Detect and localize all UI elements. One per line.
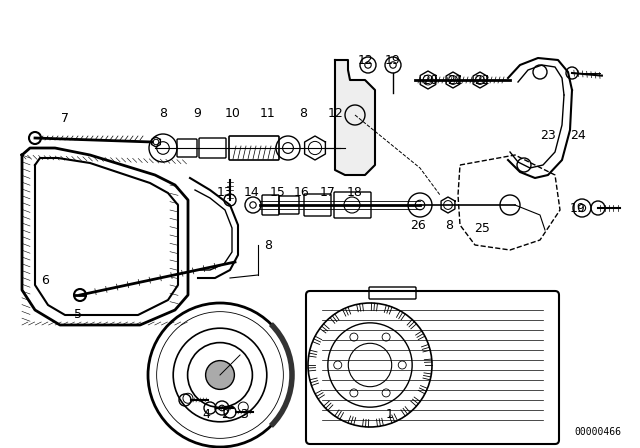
Text: 12: 12	[358, 53, 374, 66]
Circle shape	[398, 361, 406, 369]
Text: 16: 16	[294, 185, 310, 198]
Text: 8: 8	[299, 107, 307, 120]
Text: 15: 15	[270, 185, 286, 198]
Circle shape	[350, 389, 358, 397]
Text: 00000466: 00000466	[575, 427, 621, 437]
Text: 8: 8	[445, 219, 453, 232]
Text: 14: 14	[244, 185, 260, 198]
Text: 22: 22	[474, 73, 490, 86]
Circle shape	[350, 333, 358, 341]
Text: 13: 13	[217, 185, 233, 198]
Text: 18: 18	[347, 185, 363, 198]
Circle shape	[382, 333, 390, 341]
Text: 10: 10	[225, 107, 241, 120]
Circle shape	[334, 361, 342, 369]
Text: 26: 26	[410, 219, 426, 232]
Circle shape	[205, 361, 234, 389]
Text: 6: 6	[41, 273, 49, 287]
Text: 11: 11	[260, 107, 276, 120]
Text: 5: 5	[74, 309, 82, 322]
Text: 1: 1	[386, 409, 394, 422]
Text: 9: 9	[193, 107, 201, 120]
Text: 24: 24	[570, 129, 586, 142]
Text: 17: 17	[320, 185, 336, 198]
Text: 3: 3	[240, 409, 248, 422]
Text: 8: 8	[264, 238, 272, 251]
Text: 19: 19	[570, 202, 586, 215]
Text: 21: 21	[447, 73, 463, 86]
Text: 20: 20	[422, 73, 438, 86]
Text: 4: 4	[202, 409, 210, 422]
Text: 8: 8	[159, 107, 167, 120]
Text: 19: 19	[385, 53, 401, 66]
Text: 7: 7	[61, 112, 69, 125]
Text: 23: 23	[540, 129, 556, 142]
Text: 25: 25	[474, 221, 490, 234]
Text: 2: 2	[221, 409, 229, 422]
Polygon shape	[335, 60, 375, 175]
Circle shape	[382, 389, 390, 397]
Text: 12: 12	[328, 107, 344, 120]
